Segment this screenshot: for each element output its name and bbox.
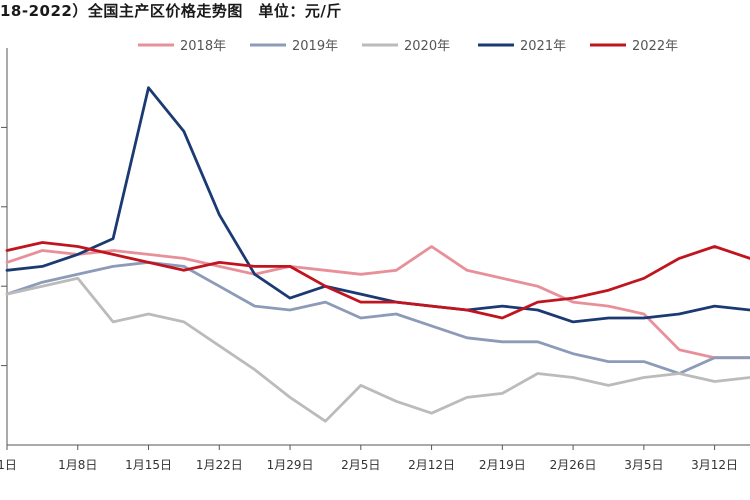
legend-label: 2020年	[404, 39, 450, 54]
series-line	[5, 241, 750, 320]
x-tick-label: 3月5日	[624, 458, 663, 472]
x-tick-label: 2月5日	[341, 458, 380, 472]
x-tick-label: 1月8日	[58, 458, 97, 472]
axes	[1, 48, 750, 446]
legend-label: 2018年	[180, 39, 226, 54]
series-line	[5, 245, 750, 360]
x-tick-label: 2月12日	[408, 458, 455, 472]
chart-title: 18-2022）全国主产区价格走势图 单位：元/斤	[0, 2, 342, 20]
series-line	[5, 86, 750, 324]
x-tick-label: 3月12日	[691, 458, 738, 472]
x-tick-label: 1月15日	[125, 458, 172, 472]
legend-label: 2019年	[292, 39, 338, 54]
x-tick-label: 1日	[0, 458, 17, 472]
x-tick-label: 1月22日	[196, 458, 243, 472]
x-ticks: 1日 1月8日 1月15日 1月22日 1月29日 2月5日 2月12日 2月19日 2月26日…	[0, 445, 738, 472]
series-lines	[5, 86, 750, 423]
x-tick-label: 2月26日	[550, 458, 597, 472]
series-line	[5, 261, 750, 375]
legend: 2018年 2019年 2020年 2021年 2022年	[138, 39, 678, 54]
series-line	[5, 276, 750, 423]
x-tick-label: 1月29日	[267, 458, 314, 472]
legend-label: 2022年	[632, 39, 678, 54]
x-tick-label: 2月19日	[479, 458, 526, 472]
legend-label: 2021年	[520, 39, 566, 54]
